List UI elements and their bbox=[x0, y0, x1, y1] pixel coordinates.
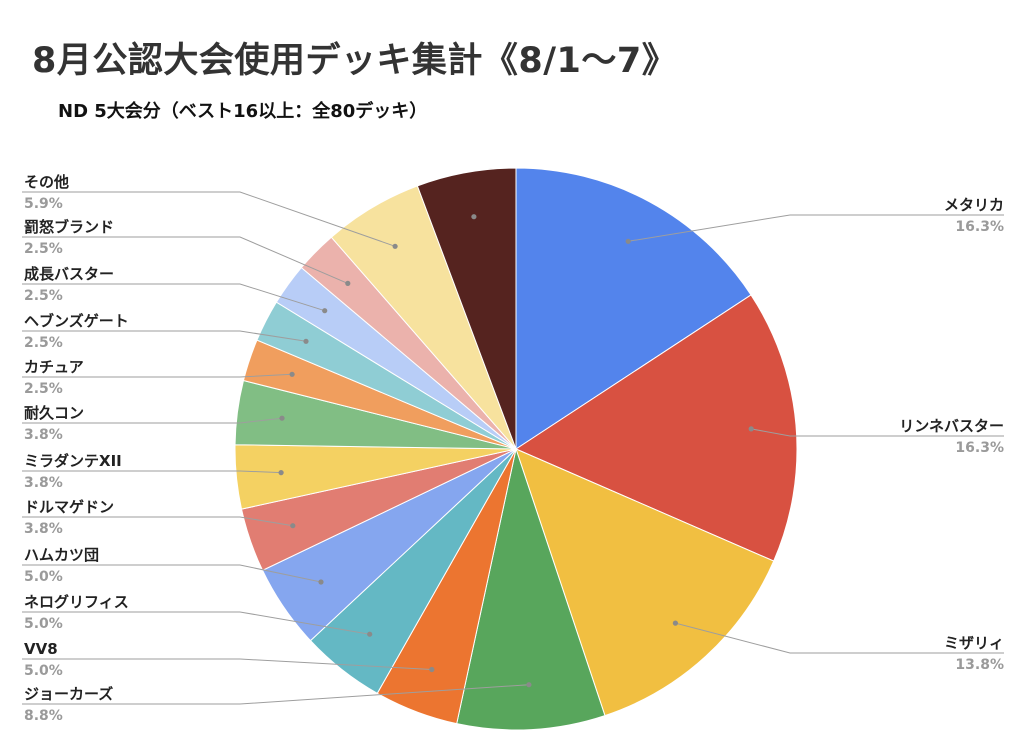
slice-percent-その他: 5.9% bbox=[24, 196, 63, 212]
slice-label-ドルマゲドン: ドルマゲドン bbox=[24, 498, 114, 516]
slice-percent-ドルマゲドン: 3.8% bbox=[24, 521, 63, 537]
slice-percent-ネログリフィス: 5.0% bbox=[24, 616, 63, 632]
slice-percent-ヘブンズゲート: 2.5% bbox=[24, 335, 63, 351]
slice-label-カチュア: カチュア bbox=[24, 358, 84, 376]
leader-dot-14 bbox=[392, 243, 398, 249]
slice-percent-カチュア: 2.5% bbox=[24, 381, 63, 397]
leader-line-6 bbox=[22, 564, 322, 583]
leader-line-14 bbox=[22, 191, 396, 247]
pie-slice-1 bbox=[514, 294, 798, 562]
leader-line-8 bbox=[22, 470, 282, 474]
leader-dot-13 bbox=[345, 280, 351, 286]
pie-slice-2 bbox=[515, 448, 775, 717]
leader-dot-9 bbox=[279, 415, 285, 421]
leader-dot-2 bbox=[672, 620, 679, 626]
pie-slice-15 bbox=[416, 167, 517, 450]
slice-percent-耐久コン: 3.8% bbox=[24, 427, 63, 443]
leader-line-10 bbox=[22, 373, 293, 378]
leader-dot-5 bbox=[367, 631, 373, 637]
slice-labels: メタリカ 16.3% リンネバスター 16.3% ミザリィ 13.8% ジョーカーズ 8.8%… bbox=[24, 173, 1004, 724]
leader-dot-7 bbox=[290, 523, 296, 529]
chart-title: 8月公認大会使用デッキ集計《8/1〜7》 bbox=[32, 41, 678, 81]
slice-percent-ミザリィ: 13.8% bbox=[955, 657, 1004, 673]
leader-dot-11 bbox=[303, 338, 309, 344]
leader-line-5 bbox=[22, 611, 370, 635]
slice-label-メタリカ: メタリカ bbox=[944, 196, 1004, 214]
slice-percent-リンネバスター: 16.3% bbox=[955, 440, 1004, 456]
leader-lines bbox=[22, 191, 1004, 705]
slice-percent-ハムカツ団: 5.0% bbox=[24, 569, 63, 585]
leader-dot-3 bbox=[526, 682, 532, 688]
leader-dot-12 bbox=[322, 308, 328, 314]
slice-label-ヘブンズゲート: ヘブンズゲート bbox=[24, 312, 129, 330]
pie-slices bbox=[234, 167, 798, 731]
slice-percent-罰怒ブランド: 2.5% bbox=[24, 241, 63, 257]
leader-line-7 bbox=[22, 516, 293, 527]
leader-dot-1 bbox=[748, 426, 754, 432]
pie-slice-0 bbox=[515, 167, 752, 450]
slice-label-ネログリフィス: ネログリフィス bbox=[24, 593, 129, 611]
leader-line-9 bbox=[22, 417, 283, 424]
slice-label-ミラダンテXII: ミラダンテXII bbox=[24, 452, 122, 470]
slice-percent-ミラダンテXII: 3.8% bbox=[24, 475, 63, 491]
slice-percent-ジョーカーズ: 8.8% bbox=[24, 708, 63, 724]
slice-label-リンネバスター: リンネバスター bbox=[899, 417, 1004, 435]
leader-dot-4 bbox=[429, 666, 435, 673]
slice-label-その他: その他 bbox=[24, 173, 69, 191]
pie-slice-3 bbox=[456, 447, 606, 731]
leader-dot-10 bbox=[289, 371, 295, 377]
leader-line-11 bbox=[22, 330, 307, 342]
leader-dot-0 bbox=[625, 238, 631, 244]
slice-percent-VV8: 5.0% bbox=[24, 663, 63, 679]
slice-label-VV8: VV8 bbox=[24, 640, 58, 658]
leader-line-3 bbox=[22, 684, 529, 705]
leader-line-4 bbox=[22, 658, 432, 670]
slice-label-耐久コン: 耐久コン bbox=[24, 404, 84, 422]
chart-subtitle: ND 5大会分（ベスト16以上：全80デッキ） bbox=[58, 101, 428, 122]
slice-percent-メタリカ: 16.3% bbox=[955, 219, 1004, 235]
leader-line-2 bbox=[675, 622, 1004, 654]
leader-line-1 bbox=[751, 428, 1004, 437]
slice-label-ジョーカーズ: ジョーカーズ bbox=[24, 685, 113, 703]
leader-line-0 bbox=[628, 214, 1004, 242]
leader-line-12 bbox=[22, 283, 325, 312]
leader-dot-8 bbox=[278, 470, 284, 476]
slice-label-ミザリィ: ミザリィ bbox=[944, 634, 1004, 652]
slice-label-ハムカツ団: ハムカツ団 bbox=[24, 546, 99, 564]
slice-percent-成長バスター: 2.5% bbox=[24, 288, 63, 304]
slice-label-罰怒ブランド: 罰怒ブランド bbox=[24, 218, 114, 236]
leader-dot-6 bbox=[318, 579, 324, 585]
leader-dot-15 bbox=[471, 214, 477, 220]
slice-label-成長バスター: 成長バスター bbox=[24, 265, 114, 283]
leader-line-13 bbox=[22, 236, 348, 284]
